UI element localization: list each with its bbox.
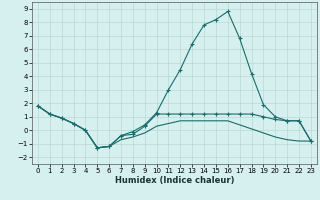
X-axis label: Humidex (Indice chaleur): Humidex (Indice chaleur) [115, 176, 234, 185]
